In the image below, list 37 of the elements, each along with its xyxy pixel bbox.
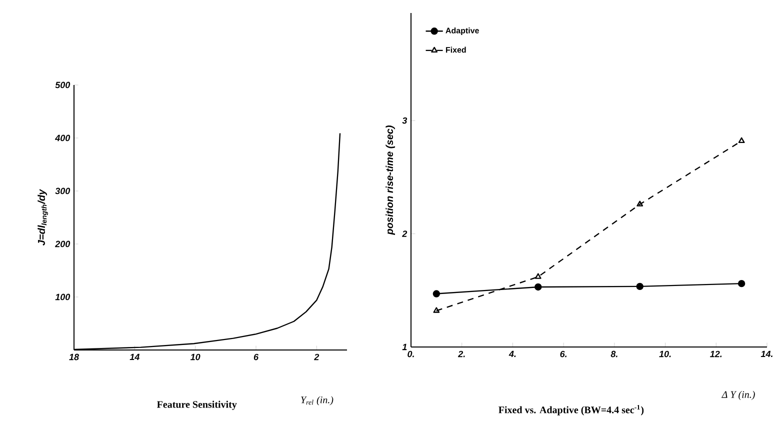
y-tick-label: 400 [54,134,70,142]
y-tick-label: 500 [55,82,70,88]
point [738,137,745,144]
x-axis-title: Δ Y (in.) [722,390,755,400]
text: Fixed vs. Adaptive (BW=4.4 sec$^{-1}$) [498,404,644,416]
y-tick-label: 3 [402,117,408,124]
y-tick-label: 100 [55,294,70,300]
x-tick-label: 10. [659,350,671,358]
point [534,283,542,291]
legend-label: Fixed [446,46,466,53]
point [534,273,542,279]
point [738,280,746,288]
x-tick-label: 0. [408,350,414,358]
y-tick-label: 300 [55,188,70,194]
point [636,200,644,206]
x-tick-label: 10 [190,354,200,360]
point [432,290,440,298]
point [636,282,644,290]
x-tick-label: 14 [130,354,140,360]
x-tick-label: 12. [710,350,722,358]
y-axis-title: position rise-time (sec) [386,126,395,235]
x-tick-label: 18 [69,354,79,360]
y-tick-label: 200 [55,240,70,248]
y-tick-label: 1 [402,344,407,350]
x-tick-label: 6 [254,354,259,360]
point [433,307,440,313]
x-tick-label: 8. [610,350,618,358]
x-tick-label: 14. [760,350,772,358]
text: Feature Sensitivity [156,400,237,410]
x-axis-title: Y$_{rel}$ (in.) [301,396,334,406]
x-tick-label: 6. [560,350,567,358]
legend-label: Adaptive [446,28,479,35]
x-tick-label: 2. [458,350,465,358]
x-tick-label: 2 [314,354,320,360]
y-tick-label: 2 [402,230,408,237]
x-tick-label: 4. [508,350,516,358]
y-axis-title: J=dl$_{length}$/dy [38,188,48,246]
